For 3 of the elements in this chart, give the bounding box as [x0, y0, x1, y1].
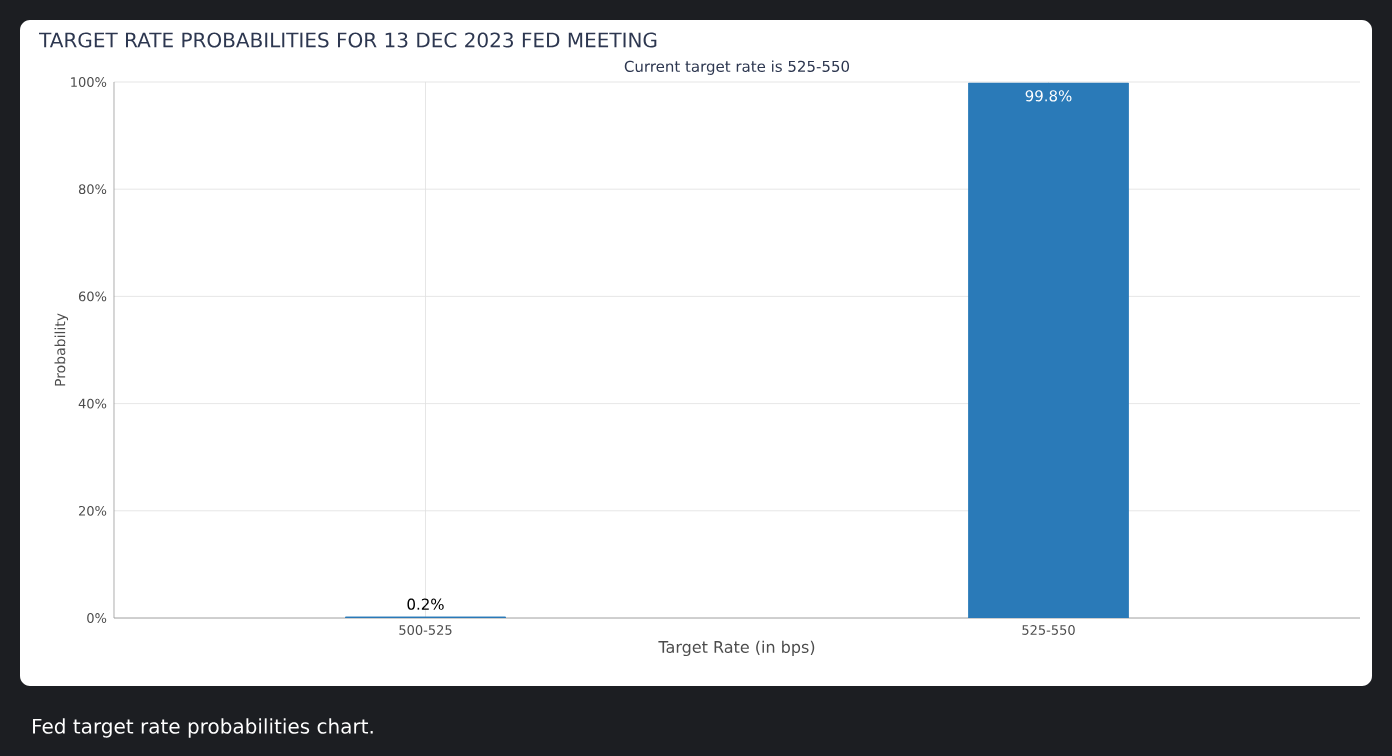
x-axis-title: Target Rate (in bps) [658, 640, 815, 657]
chart-title: TARGET RATE PROBABILITIES FOR 13 DEC 2023 FED MEETING [39, 32, 657, 48]
text: Fed target rate probabilities chart. [33, 718, 373, 738]
